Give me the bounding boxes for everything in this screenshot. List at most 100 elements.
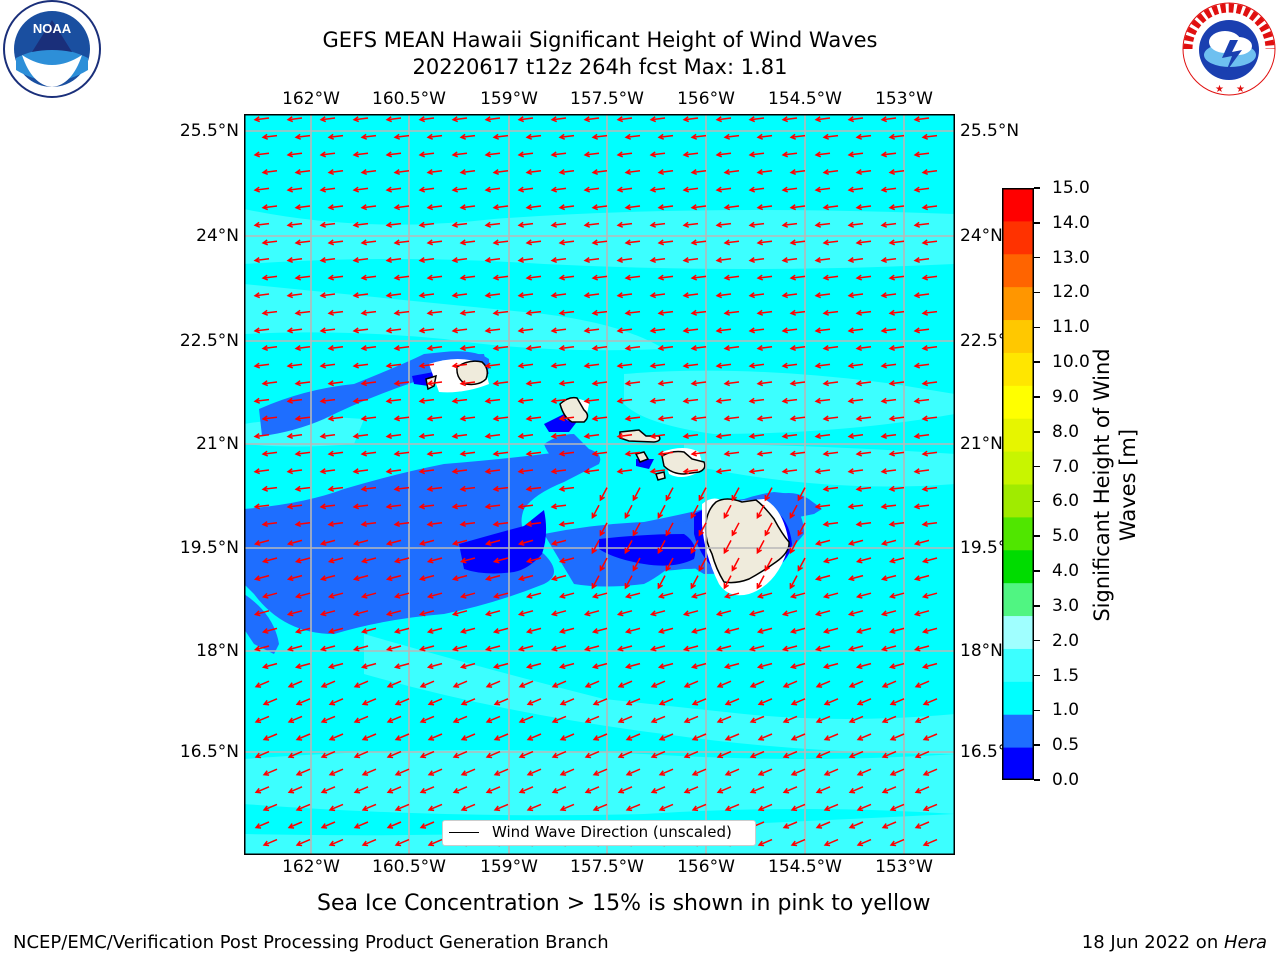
wave-direction-arrow	[922, 768, 938, 776]
colorbar-segment	[1002, 516, 1034, 551]
wave-direction-arrow	[353, 786, 369, 794]
wave-direction-arrow	[517, 610, 534, 617]
wave-direction-arrow	[657, 627, 674, 634]
wave-direction-arrow	[724, 768, 740, 776]
wave-direction-arrow	[889, 803, 905, 812]
wave-direction-arrow	[756, 168, 773, 176]
wave-direction-arrow	[624, 575, 633, 590]
wave-direction-arrow	[286, 186, 303, 193]
wave-direction-arrow	[658, 733, 674, 741]
wave-direction-arrow	[856, 838, 872, 847]
wave-direction-arrow	[682, 397, 699, 404]
wave-direction-arrow	[385, 503, 402, 510]
map-frame: Wind Wave Direction (unscaled)	[244, 114, 955, 855]
wave-direction-arrow	[888, 204, 905, 211]
wave-direction-arrow	[617, 680, 633, 688]
wave-direction-arrow	[856, 698, 872, 706]
wave-direction-arrow	[352, 397, 369, 404]
wave-direction-arrow	[781, 221, 798, 228]
wave-direction-arrow	[682, 292, 699, 299]
wave-direction-arrow	[616, 116, 633, 123]
wave-direction-arrow	[657, 133, 674, 140]
wave-direction-arrow	[781, 397, 798, 404]
wave-direction-arrow	[847, 116, 864, 123]
wave-direction-arrow	[393, 557, 410, 564]
wave-direction-arrow	[352, 327, 369, 334]
wave-direction-arrow	[855, 380, 872, 387]
colorbar-tick-mark	[1034, 187, 1040, 189]
wave-direction-arrow	[352, 362, 369, 369]
wave-direction-arrow	[286, 574, 303, 582]
wave-direction-arrow	[649, 151, 666, 158]
wave-direction-arrow	[782, 715, 798, 724]
wave-direction-arrow	[261, 450, 278, 457]
wave-direction-arrow	[690, 168, 707, 176]
maui-island	[661, 450, 706, 475]
wave-direction-arrow	[690, 592, 707, 599]
wave-direction-arrow	[353, 715, 369, 724]
wave-direction-arrow	[525, 450, 542, 457]
wave-direction-arrow	[261, 344, 278, 352]
wave-direction-arrow	[855, 450, 872, 457]
wave-direction-arrow	[517, 468, 534, 475]
wave-direction-arrow	[848, 715, 864, 724]
wave-direction-arrow	[550, 574, 567, 582]
wave-direction-arrow	[360, 380, 377, 387]
wave-direction-arrow	[459, 239, 476, 246]
wave-direction-arrow	[352, 610, 369, 617]
wave-direction-arrow	[749, 750, 765, 759]
wave-direction-arrow	[624, 168, 641, 176]
wave-direction-arrow	[360, 520, 377, 528]
wave-direction-arrow	[880, 539, 897, 546]
wave-direction-arrow	[789, 540, 798, 555]
wave-direction-arrow	[294, 344, 311, 352]
wave-direction-arrow	[319, 221, 336, 228]
wave-direction-arrow	[880, 645, 897, 652]
wave-direction-arrow	[723, 662, 740, 670]
wave-direction-arrow	[847, 327, 864, 334]
wave-direction-arrow	[459, 204, 476, 211]
wave-direction-arrow	[393, 344, 410, 352]
wave-direction-arrow	[657, 239, 674, 246]
wave-direction-arrow	[625, 733, 641, 741]
wave-direction-arrow	[327, 344, 344, 352]
wave-direction-arrow	[789, 274, 806, 281]
lon-label-bottom: 156°W	[677, 857, 735, 877]
wave-direction-arrow	[393, 204, 410, 211]
wave-direction-arrow	[880, 397, 897, 404]
wave-direction-arrow	[815, 715, 831, 724]
wave-direction-arrow	[451, 221, 468, 228]
wave-direction-arrow	[650, 715, 666, 724]
wave-direction-arrow	[789, 662, 806, 670]
wave-direction-arrow	[286, 327, 303, 334]
wave-direction-arrow	[616, 610, 633, 617]
wave-direction-arrow	[847, 151, 864, 158]
wave-direction-arrow	[789, 344, 806, 352]
wave-direction-arrow	[492, 415, 509, 422]
wave-direction-arrow	[913, 116, 930, 123]
wave-direction-arrow	[452, 680, 468, 688]
wave-direction-arrow	[913, 292, 930, 299]
wave-direction-arrow	[748, 610, 765, 617]
wave-direction-arrow	[484, 432, 501, 440]
wave-direction-arrow	[814, 151, 831, 158]
wave-direction-arrow	[657, 168, 674, 176]
wave-direction-arrow	[683, 680, 699, 688]
wave-direction-arrow	[888, 450, 905, 457]
wave-direction-arrow	[294, 204, 311, 211]
colorbar-frame	[1002, 188, 1034, 780]
wave-direction-arrow	[814, 327, 831, 334]
wave-direction-arrow	[731, 522, 740, 537]
wave-direction-arrow	[254, 715, 270, 724]
wave-direction-arrow	[418, 574, 435, 582]
wave-direction-arrow	[517, 256, 534, 264]
wave-direction-arrow	[254, 680, 270, 688]
wave-direction-arrow	[913, 574, 930, 582]
wave-direction-arrow	[294, 557, 311, 564]
wave-direction-arrow	[682, 362, 699, 369]
wave-direction-arrow	[327, 239, 344, 246]
wave-direction-arrow	[385, 186, 402, 193]
colorbar-segment	[1002, 319, 1034, 353]
wave-direction-arrow	[459, 627, 476, 634]
wave-direction-arrow	[558, 380, 575, 387]
